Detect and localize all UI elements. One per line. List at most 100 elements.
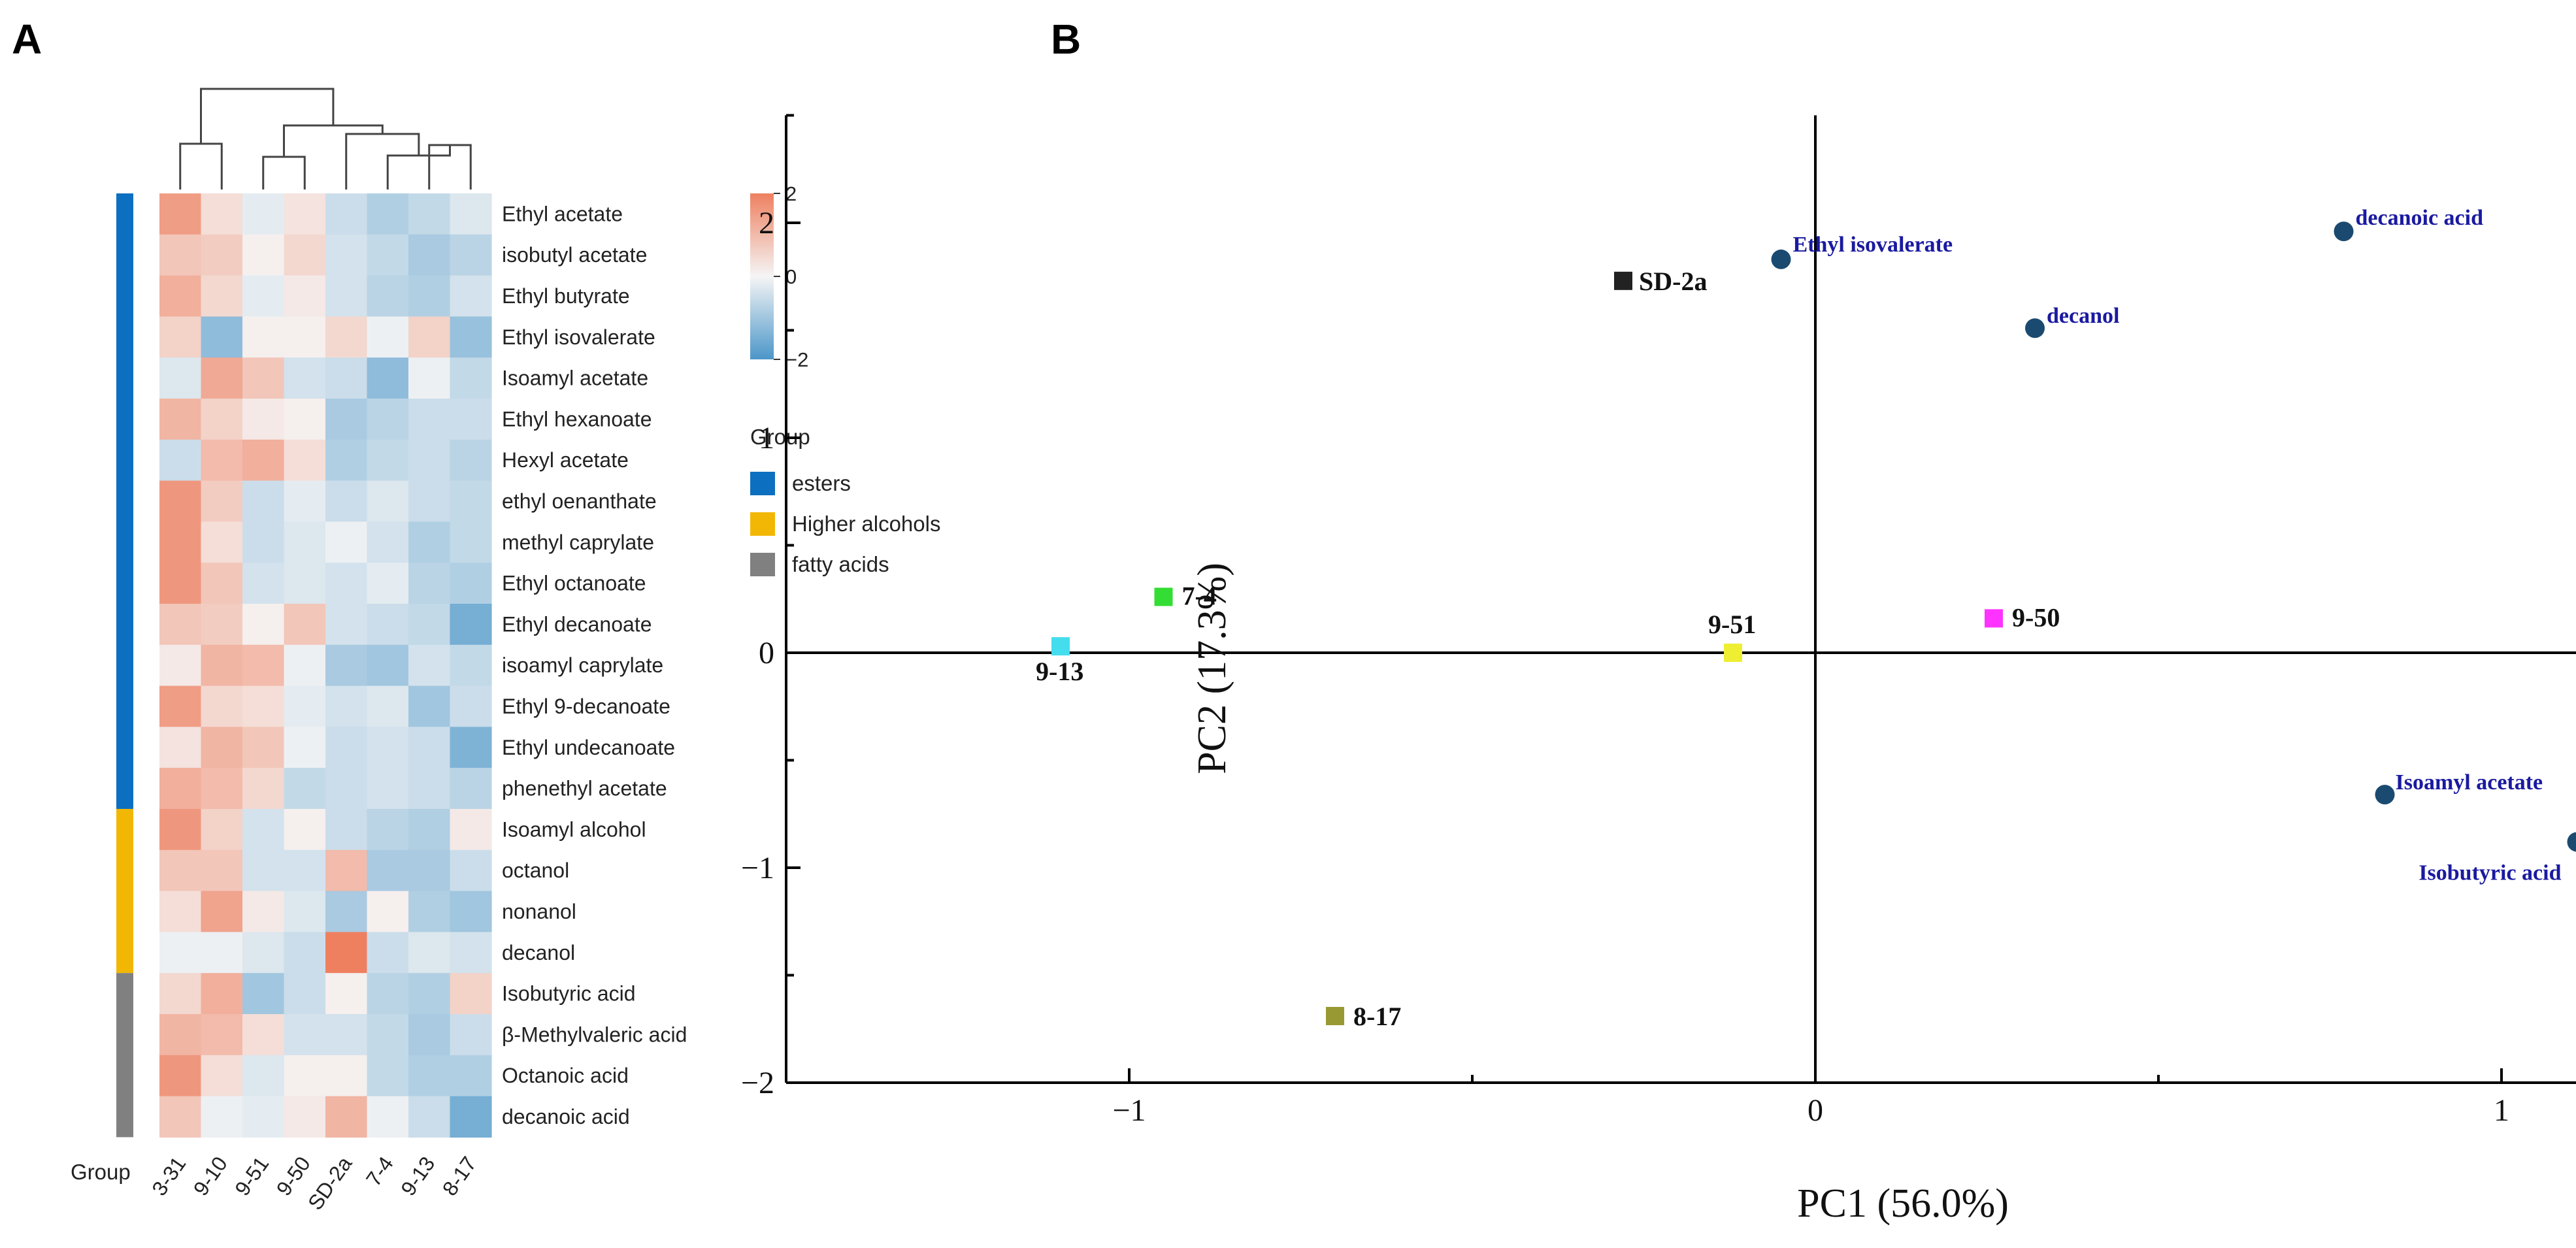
heatmap-cell — [450, 193, 492, 235]
heatmap-cell — [450, 604, 492, 646]
heatmap-cell — [450, 357, 492, 399]
heatmap-cell — [450, 849, 492, 892]
heatmap-cell — [201, 891, 243, 932]
dendrogram-link — [283, 124, 384, 157]
sample-point — [1614, 271, 1632, 290]
row-label: Ethyl isovalerate — [502, 325, 655, 349]
row-label: Ethyl 9-decanoate — [502, 695, 670, 718]
heatmap-cell — [367, 973, 409, 1015]
dendrogram-link — [345, 133, 420, 189]
heatmap-cell — [367, 357, 409, 399]
heatmap-cell — [408, 357, 451, 399]
heatmap-cell — [201, 1055, 243, 1097]
heatmap-cell — [408, 932, 451, 974]
heatmap-cell — [242, 849, 285, 892]
heatmap-cell — [325, 644, 368, 687]
heatmap-cell — [408, 849, 451, 892]
heatmap-cell — [284, 1014, 326, 1056]
heatmap-cell — [159, 316, 202, 358]
row-group-segment — [116, 973, 133, 1138]
row-label: decanoic acid — [502, 1105, 630, 1128]
compound-label: decanol — [2047, 304, 2119, 328]
heatmap-cell — [284, 480, 326, 522]
heatmap-cell — [408, 480, 451, 522]
panel-label-b: B — [1051, 16, 1081, 63]
heatmap-cell — [367, 316, 409, 358]
sample-label: SD-2a — [1639, 267, 1707, 296]
legend-label: fatty acids — [792, 552, 889, 576]
x-axis-label: PC1 (56.0%) — [1797, 1181, 2009, 1226]
sample-label: 9-51 — [1708, 610, 1756, 639]
heatmap-cell — [242, 316, 285, 358]
heatmap-cell — [284, 193, 326, 235]
heatmap-cell — [201, 439, 243, 482]
heatmap-cell — [201, 563, 243, 604]
compound-label: Isoamyl acetate — [2396, 770, 2543, 795]
heatmap-cell — [242, 439, 285, 482]
heatmap-cell — [408, 644, 451, 687]
heatmap-cell — [450, 1014, 492, 1056]
heatmap-cell — [284, 234, 326, 276]
heatmap-cell — [450, 480, 492, 522]
pca-panel: −1 0 1 2 −2 −1 0 1 2 decanoic acid Ethyl isovaler… — [741, 114, 2576, 1226]
heatmap-cell — [367, 891, 409, 932]
heatmap-cell — [284, 316, 326, 358]
column-label: 9-13 — [396, 1152, 439, 1200]
heatmap-cell — [408, 1055, 451, 1097]
heatmap-cell — [367, 685, 409, 727]
heatmap-cell — [450, 234, 492, 276]
colorbar-tick-label: 0 — [785, 265, 797, 288]
heatmap-cell — [242, 1055, 285, 1097]
heatmap-cell — [408, 604, 451, 646]
row-labels: Ethyl acetate isobutyl acetate Ethyl butyr… — [502, 202, 687, 1128]
heatmap-cell — [367, 1055, 409, 1097]
heatmap-cell — [242, 973, 285, 1015]
heatmap-cell — [242, 275, 285, 317]
heatmap-cell — [450, 727, 492, 768]
heatmap-cell — [450, 399, 492, 440]
heatmap-cell — [450, 809, 492, 851]
heatmap-cell — [201, 768, 243, 810]
heatmap-cell — [201, 1014, 243, 1056]
legend-swatch — [750, 553, 775, 576]
heatmap-cell — [201, 1096, 243, 1138]
heatmap-cell — [325, 1055, 368, 1097]
y-tick-label: 2 — [759, 206, 774, 240]
heatmap-cell — [325, 275, 368, 317]
heatmap-cell — [284, 849, 326, 892]
heatmap-cell — [201, 316, 243, 358]
row-label: isobutyl acetate — [502, 243, 647, 267]
colorbar: 2 0 −2 — [750, 182, 808, 371]
legend-label: esters — [792, 471, 851, 495]
sample-label: 9-50 — [2012, 602, 2060, 632]
heatmap-cell — [450, 768, 492, 810]
heatmap-cell — [159, 1055, 202, 1097]
heatmap-cell — [408, 316, 451, 358]
heatmap-cell — [408, 275, 451, 317]
row-label: octanol — [502, 859, 569, 882]
sample-point — [1985, 609, 2003, 628]
heatmap-cell — [284, 563, 326, 604]
colorbar-tick-label: −2 — [785, 348, 808, 371]
heatmap-cell — [201, 480, 243, 522]
dendrogram-link — [200, 88, 335, 144]
row-label: Ethyl acetate — [502, 202, 623, 225]
compound-point — [2334, 222, 2354, 242]
heatmap-cell — [367, 644, 409, 687]
heatmap-cell — [159, 849, 202, 892]
heatmap-cell — [367, 439, 409, 482]
sample-point — [1326, 1007, 1344, 1026]
row-label: methyl caprylate — [502, 531, 654, 554]
heatmap-cell — [284, 809, 326, 851]
heatmap-cell — [367, 521, 409, 563]
heatmap-cell — [325, 685, 368, 727]
heatmap-cell — [159, 563, 202, 604]
heatmap-cell — [408, 521, 451, 563]
heatmap-cell — [242, 809, 285, 851]
heatmap-cell — [367, 1014, 409, 1056]
heatmap-cell — [201, 275, 243, 317]
heatmap-cell — [284, 1055, 326, 1097]
row-label: Isobutyric acid — [502, 982, 636, 1006]
heatmap-cell — [325, 521, 368, 563]
